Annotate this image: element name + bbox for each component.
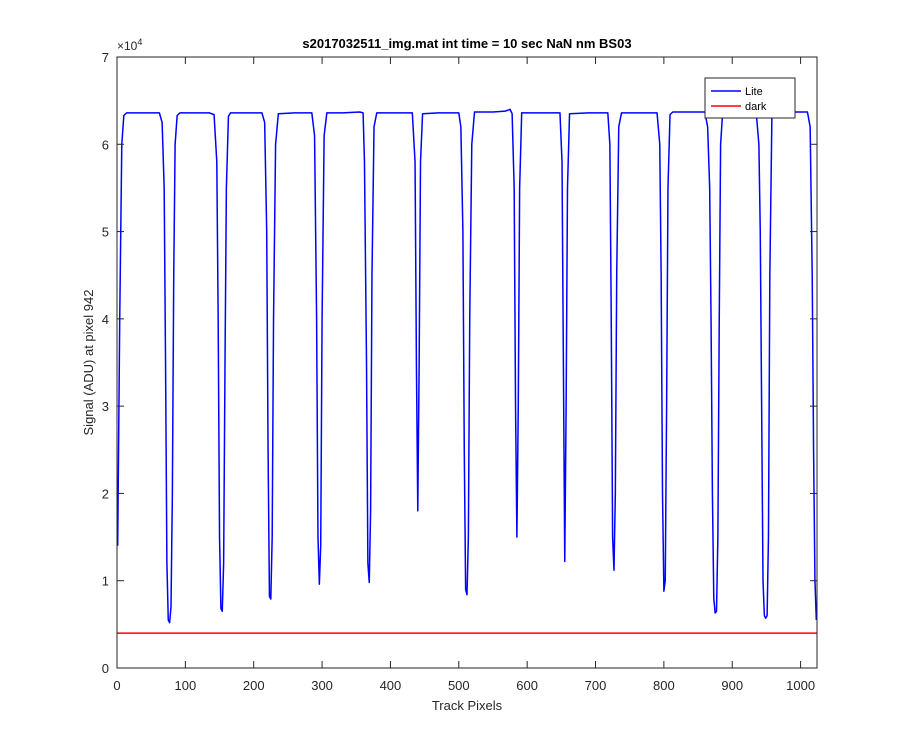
x-tick-label: 600: [516, 678, 538, 693]
y-tick-label: 1: [102, 574, 109, 589]
series-layer: [116, 108, 818, 634]
x-tick-label: 800: [653, 678, 675, 693]
x-tick-label: 100: [175, 678, 197, 693]
legend-label-lite: Lite: [745, 86, 763, 98]
y-tick-label: 7: [102, 50, 109, 65]
x-tick-label: 900: [721, 678, 743, 693]
x-tick-label: 0: [113, 678, 120, 693]
x-tick-label: 400: [380, 678, 402, 693]
y-tick-label: 6: [102, 137, 109, 152]
y-tick-label: 5: [102, 225, 109, 240]
series-line-lite: [116, 108, 818, 624]
y-tick-label: 2: [102, 486, 109, 501]
y-axis: 0 1 2 3 4 5 6 7: [102, 50, 817, 676]
legend-label-dark: dark: [745, 101, 767, 113]
y-tick-label: 3: [102, 399, 109, 414]
y-tick-label: 0: [102, 661, 109, 676]
x-tick-label: 700: [585, 678, 607, 693]
y-axis-label: Signal (ADU) at pixel 942: [81, 290, 96, 436]
chart-title: s2017032511_img.mat int time = 10 sec Na…: [302, 36, 631, 51]
x-axis-label: Track Pixels: [432, 698, 503, 713]
legend: Lite dark: [704, 77, 796, 119]
y-exponent-label: ×104: [117, 37, 142, 53]
x-tick-label: 200: [243, 678, 265, 693]
y-tick-label: 4: [102, 312, 109, 327]
x-tick-label: 1000: [786, 678, 815, 693]
legend-box: [704, 77, 796, 119]
plot-frame: [116, 56, 818, 669]
x-tick-label: 300: [311, 678, 333, 693]
x-tick-label: 500: [448, 678, 470, 693]
x-axis: 0 100 200 300 400 500 600 700 800 900 1000: [113, 57, 815, 693]
